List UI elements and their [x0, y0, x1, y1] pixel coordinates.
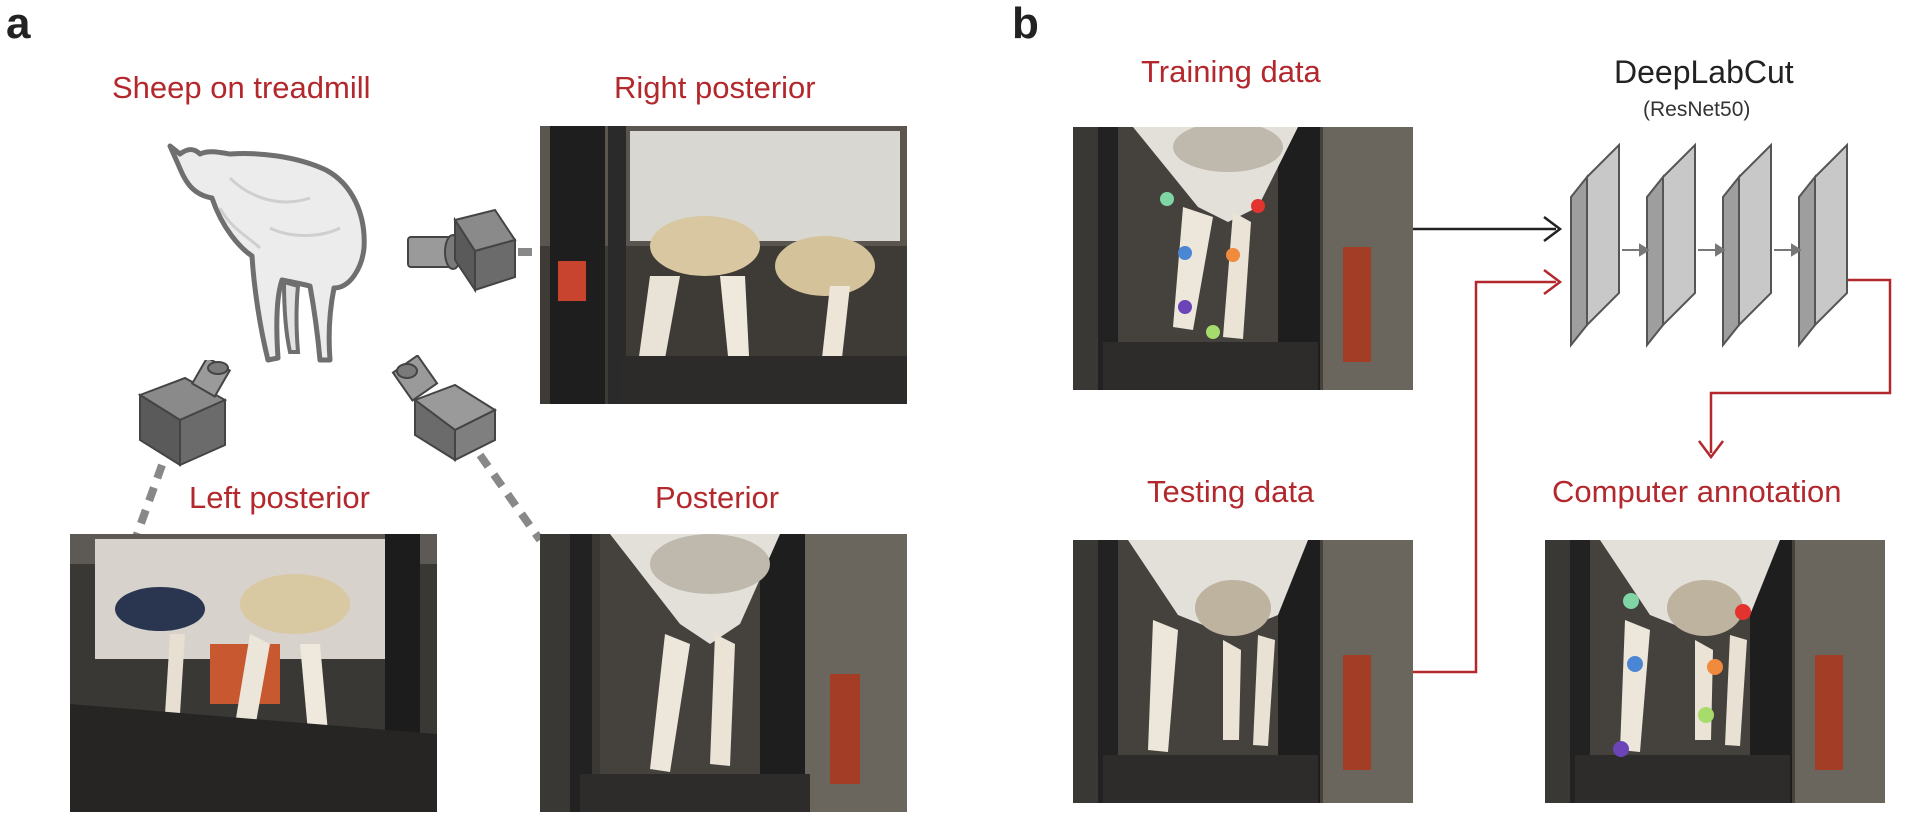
keypoint-marker: [1226, 248, 1240, 262]
caption-sheep-on-treadmill: Sheep on treadmill: [112, 70, 371, 105]
caption-computer-annotation: Computer annotation: [1552, 474, 1842, 509]
network-layer-4: [1798, 142, 1848, 348]
keypoint-marker: [1627, 656, 1643, 672]
panel-letter-a: a: [6, 0, 31, 48]
inter-layer-arrows: [1622, 243, 1802, 257]
caption-right-posterior: Right posterior: [614, 70, 816, 105]
keypoint-marker: [1251, 199, 1265, 213]
keypoint-marker: [1160, 192, 1174, 206]
camera-left-icon: [137, 360, 232, 467]
keypoint-marker: [1613, 741, 1629, 757]
photo-right-posterior: [540, 126, 907, 404]
sheep-illustration: [167, 143, 367, 363]
arrow-training-to-network: [1413, 216, 1563, 242]
photo-testing-data: [1073, 540, 1413, 803]
arrow-testing-to-network: [1413, 269, 1563, 674]
keypoint-marker: [1698, 707, 1714, 723]
camera-posterior-icon: [391, 355, 498, 462]
camera-right-icon: [407, 208, 517, 294]
network-title: DeepLabCut: [1614, 54, 1794, 90]
network-layer-3: [1722, 142, 1772, 348]
photo-posterior: [540, 534, 907, 812]
keypoint-marker: [1735, 604, 1751, 620]
caption-left-posterior: Left posterior: [189, 480, 370, 515]
caption-training-data: Training data: [1141, 54, 1321, 89]
caption-posterior: Posterior: [655, 480, 780, 515]
keypoint-marker: [1623, 593, 1639, 609]
photo-training-data: [1073, 127, 1413, 390]
keypoint-marker: [1707, 659, 1723, 675]
network-layer-2: [1646, 142, 1696, 348]
arrow-network-to-annotation: [1698, 278, 1892, 460]
caption-testing-data: Testing data: [1147, 474, 1315, 509]
network-subtitle: (ResNet50): [1643, 98, 1751, 121]
panel-letter-b: b: [1012, 0, 1039, 48]
photo-computer-annotation: [1545, 540, 1885, 803]
photo-left-posterior: [70, 534, 437, 812]
keypoint-marker: [1178, 246, 1192, 260]
keypoint-marker: [1206, 325, 1220, 339]
keypoint-marker: [1178, 300, 1192, 314]
network-layer-1: [1570, 142, 1620, 348]
